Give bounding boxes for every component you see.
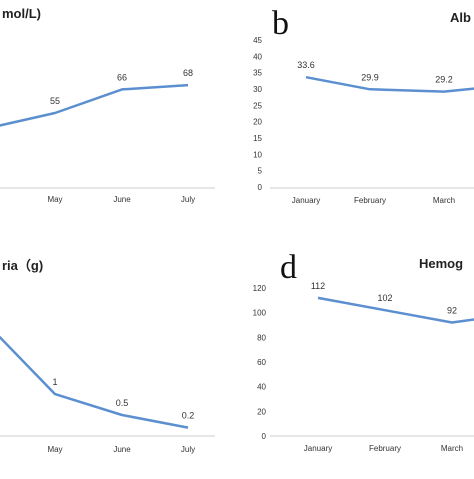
data-label: 112 xyxy=(311,281,325,291)
x-tick-label: March xyxy=(433,196,455,205)
y-tick-label: 25 xyxy=(253,101,262,110)
x-tick-label: July xyxy=(181,445,195,454)
series-line xyxy=(0,335,189,429)
series-line xyxy=(305,75,474,93)
y-tick-label: 40 xyxy=(253,52,262,61)
y-tick-label: 45 xyxy=(253,36,262,45)
panel-b-letter: b xyxy=(272,5,289,42)
x-tick-label: February xyxy=(354,196,386,205)
data-label: 29.2 xyxy=(435,75,453,85)
data-label: 33.6 xyxy=(297,60,315,70)
x-tick-label: June xyxy=(113,195,131,204)
y-tick-label: 0 xyxy=(258,183,263,192)
panel-c-title: ria（g) xyxy=(2,258,43,273)
panel-d-series: January February March 112 102 92 xyxy=(304,281,474,453)
x-tick-label: May xyxy=(47,195,62,204)
panel-a: mol/L) May June July 55 66 68 xyxy=(0,6,215,204)
y-tick-label: 10 xyxy=(253,150,262,159)
y-tick-label: 0 xyxy=(262,432,267,441)
data-label: 0.2 xyxy=(182,411,195,421)
data-label: 68 xyxy=(183,68,193,78)
panel-b-series: January February March 33.6 29.9 29.2 xyxy=(292,60,474,205)
data-label: 92 xyxy=(447,306,457,316)
y-tick-label: 60 xyxy=(257,358,266,367)
data-label: 66 xyxy=(117,72,127,82)
panel-d-title: Hemog xyxy=(419,256,463,271)
panel-d: d Hemog 120 100 80 60 40 20 0 January February M… xyxy=(253,249,474,453)
y-tick-label: 30 xyxy=(253,85,262,94)
panel-a-title: mol/L) xyxy=(2,6,41,21)
data-label: 0.5 xyxy=(116,398,129,408)
x-tick-label: May xyxy=(47,445,62,454)
panel-c: ria（g) May June July 1 0.5 0.2 xyxy=(0,258,215,454)
x-tick-label: July xyxy=(181,195,195,204)
y-tick-label: 100 xyxy=(253,309,267,318)
y-tick-label: 35 xyxy=(253,69,262,78)
y-tick-label: 120 xyxy=(253,284,267,293)
y-tick-label: 20 xyxy=(257,407,266,416)
y-tick-label: 20 xyxy=(253,118,262,127)
panel-d-letter: d xyxy=(280,249,297,286)
y-tick-label: 5 xyxy=(258,167,263,176)
panel-b: b Alb 45 40 35 30 25 20 15 10 5 0 January February… xyxy=(253,5,474,205)
panel-a-series: May June July 55 66 68 xyxy=(0,68,195,204)
panel-b-y-ticks: 45 40 35 30 25 20 15 10 5 0 xyxy=(253,36,262,192)
panel-b-title: Alb xyxy=(450,10,471,25)
x-tick-label: January xyxy=(304,444,332,453)
x-tick-label: March xyxy=(441,444,463,453)
y-tick-label: 80 xyxy=(257,333,266,342)
panel-c-series: May June July 1 0.5 0.2 xyxy=(0,335,195,454)
data-label: 55 xyxy=(50,96,60,106)
data-label: 1 xyxy=(52,377,57,387)
data-label: 29.9 xyxy=(361,72,379,82)
y-tick-label: 40 xyxy=(257,383,266,392)
series-line xyxy=(317,296,474,324)
x-tick-label: February xyxy=(369,444,401,453)
x-tick-label: June xyxy=(113,445,131,454)
x-tick-label: January xyxy=(292,196,320,205)
series-line xyxy=(0,83,189,127)
y-tick-label: 15 xyxy=(253,134,262,143)
data-label: 102 xyxy=(377,293,392,303)
panel-d-y-ticks: 120 100 80 60 40 20 0 xyxy=(253,284,267,441)
